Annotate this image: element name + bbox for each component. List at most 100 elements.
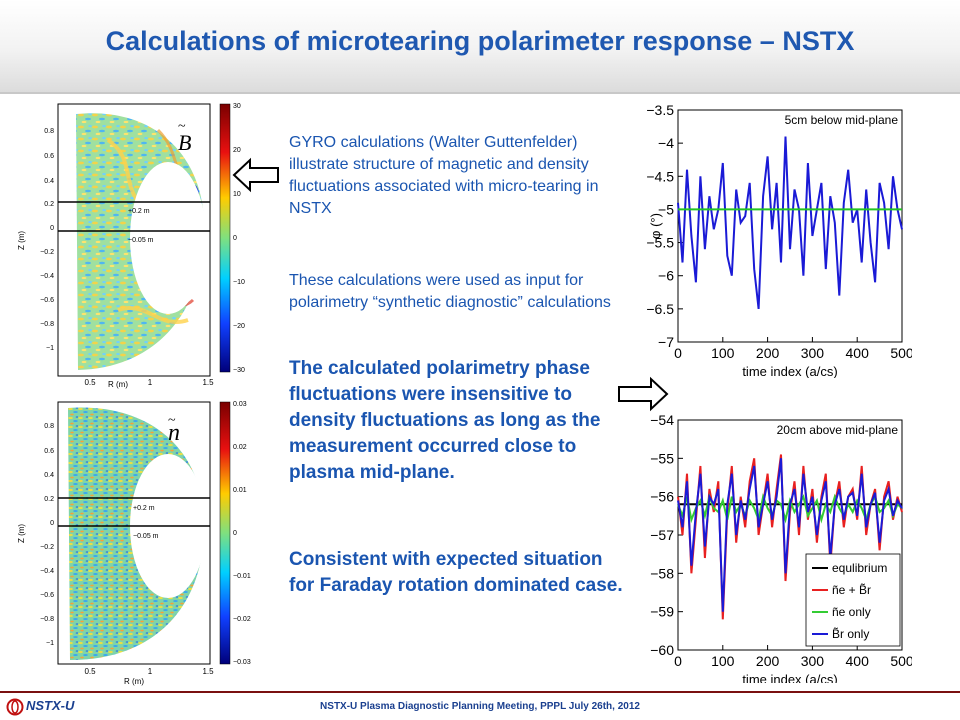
- colorbar-tick: −20: [233, 323, 245, 330]
- colorbar-tick: −0.03: [233, 659, 251, 666]
- colorbar-tick: 0.03: [233, 401, 247, 408]
- arrow-left-icon: [232, 157, 279, 193]
- y-tick: −1: [46, 345, 54, 352]
- colorbar-tick: 10: [233, 191, 241, 198]
- x-tick-label: 500: [890, 345, 912, 361]
- x-tick-label: 400: [846, 345, 870, 361]
- colorbar-tick: −0.02: [233, 616, 251, 623]
- legend-box: [805, 553, 901, 647]
- y-tick-label: −5: [658, 201, 674, 217]
- y-axis-label: φ (°): [648, 213, 663, 239]
- nstx-logo-icon: [6, 698, 24, 716]
- x-tick: 1.5: [202, 378, 214, 386]
- y-axis-label: Z (m): [17, 524, 26, 543]
- y-tick: −0.6: [40, 592, 54, 599]
- chart-title: 20cm above mid-plane: [777, 423, 899, 437]
- colorbar-tick: 0: [233, 235, 237, 242]
- y-tick: −1: [46, 640, 54, 647]
- paragraph-conclusion: Consistent with expected situation for F…: [289, 549, 623, 596]
- y-axis-label: Z (m): [17, 231, 26, 250]
- paragraph-gyro: GYRO calculations (Walter Guttenfelder) …: [289, 134, 599, 217]
- paragraph-result: The calculated polarimetry phase fluctua…: [289, 358, 601, 483]
- y-tick-label: −58: [650, 565, 674, 581]
- footer-rule: [0, 691, 960, 693]
- y-tick: 0.2: [44, 201, 54, 208]
- y-tick-label: −57: [650, 527, 674, 543]
- y-tick: −0.4: [40, 568, 54, 575]
- x-tick-label: 300: [801, 653, 825, 669]
- x-tick-label: 200: [756, 345, 780, 361]
- line-chart-above-midplane: −54 −55 −56 −57 −58 −59 −600 100 200 300 400 500 tim…: [650, 412, 912, 683]
- x-tick: 1.5: [202, 667, 214, 676]
- colorbar-tick: 20: [233, 147, 241, 154]
- x-tick: 1: [148, 667, 153, 676]
- colorbar-tick: 30: [233, 103, 241, 110]
- title-bar: [0, 0, 960, 94]
- contour-plot-density: +0.2 m −0.05 m n ~ 0.8 0.6 0.4 0.2 0 −0.…: [17, 401, 251, 686]
- field-symbol-n: n: [168, 420, 180, 446]
- y-tick: 0.6: [44, 448, 54, 455]
- line-label-top: +0.2 m: [128, 208, 150, 215]
- colorbar-tick: 0.02: [233, 444, 247, 451]
- y-tick-label: −6: [658, 268, 674, 284]
- arrow-right-icon: [618, 376, 669, 412]
- line-label-bottom: −0.05 m: [133, 533, 159, 540]
- y-tick: 0.2: [44, 496, 54, 503]
- x-tick-label: 100: [711, 653, 735, 669]
- x-tick-label: 300: [801, 345, 825, 361]
- logo-text: NSTX-U: [26, 698, 75, 713]
- chart-title: 5cm below mid-plane: [785, 113, 899, 127]
- y-tick-label: −7: [658, 334, 674, 350]
- legend-label: B̃r only: [832, 626, 869, 641]
- colorbar-tick: −30: [233, 367, 245, 374]
- colorbar-tick: 0: [233, 530, 237, 537]
- x-tick-label: 400: [846, 653, 870, 669]
- x-tick: 0.5: [84, 378, 96, 386]
- series-line-0: [677, 136, 903, 310]
- y-tick: −0.8: [40, 321, 54, 328]
- series-line-3: [677, 458, 903, 612]
- contour-plot-magnetic: +0.2 m −0.05 m B ~ 0.8 0.6 0.4 0.2 0 −0.…: [17, 103, 245, 386]
- line-label-top: +0.2 m: [133, 505, 155, 512]
- x-tick-label: 200: [756, 653, 780, 669]
- y-tick: 0.6: [44, 153, 54, 160]
- svg-text:~: ~: [168, 413, 176, 428]
- y-tick-label: −59: [650, 604, 674, 620]
- x-tick-label: 0: [674, 653, 682, 669]
- x-tick-label: 100: [711, 345, 735, 361]
- footer-text: NSTX-U Plasma Diagnostic Planning Meetin…: [320, 701, 640, 712]
- x-axis-label: R (m): [124, 677, 144, 686]
- y-tick: −0.4: [40, 273, 54, 280]
- colorbar-tick: −0.01: [233, 573, 251, 580]
- y-tick: 0.4: [44, 178, 54, 185]
- svg-text:~: ~: [178, 119, 186, 134]
- y-tick-label: −4: [658, 135, 674, 151]
- x-tick-label: 0: [674, 345, 682, 361]
- x-axis-label-top: R (m): [108, 380, 128, 389]
- y-tick-label: −56: [650, 489, 674, 505]
- legend-label: equlibrium: [832, 561, 887, 575]
- y-tick: 0: [50, 225, 54, 232]
- x-tick: 1: [148, 378, 153, 386]
- x-tick: 0.5: [84, 667, 96, 676]
- y-tick: 0.4: [44, 472, 54, 479]
- line-chart-below-midplane: −3.5 −4 −4.5 −5 −5.5 −6 −6.5 −70 100 200 300 400 500…: [646, 102, 912, 378]
- colorbar: [219, 401, 231, 665]
- y-tick-label: −54: [650, 412, 674, 428]
- colorbar: [219, 103, 231, 373]
- y-tick: −0.2: [40, 544, 54, 551]
- line-label-bottom: −0.05 m: [128, 237, 154, 244]
- y-tick: 0.8: [44, 423, 54, 430]
- slide-title: Calculations of microtearing polarimeter…: [105, 26, 855, 56]
- colorbar-tick: 0.01: [233, 487, 247, 494]
- x-axis-label: time index (a/cs): [742, 364, 837, 378]
- legend-label: ñe + B̃r: [832, 582, 871, 597]
- y-tick-label: −5.5: [646, 235, 674, 251]
- y-tick-label: −3.5: [646, 102, 674, 118]
- y-tick-label: −6.5: [646, 301, 674, 317]
- y-tick-label: −60: [650, 642, 674, 658]
- x-axis-label: time index (a/cs): [742, 672, 837, 683]
- y-tick-label: −55: [650, 450, 674, 466]
- paragraph-input: These calculations were used as input fo…: [289, 272, 611, 311]
- field-symbol-b: B: [178, 130, 191, 155]
